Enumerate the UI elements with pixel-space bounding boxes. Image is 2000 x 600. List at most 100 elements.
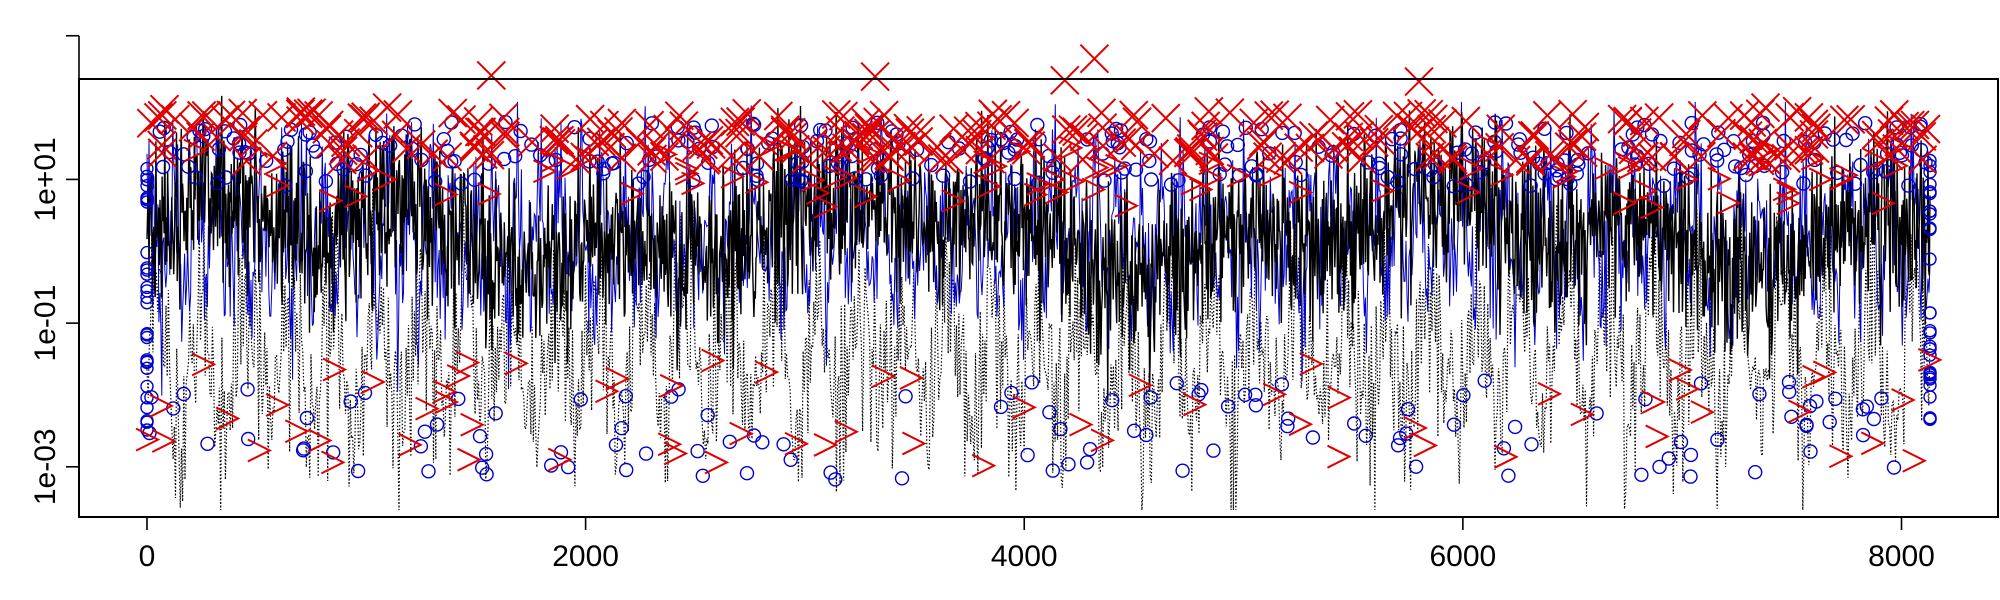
cross-marker <box>1637 142 1667 172</box>
cross-marker <box>811 135 841 165</box>
circle-marker <box>197 121 213 137</box>
half-cross-marker <box>813 194 839 219</box>
circle-marker <box>1371 156 1387 171</box>
half-cross-marker <box>1041 167 1067 192</box>
cross-marker <box>634 110 665 140</box>
half-cross-marker <box>1371 178 1396 203</box>
half-cross-marker <box>1537 381 1563 406</box>
circle-marker <box>1446 417 1462 432</box>
circle-marker <box>488 406 503 421</box>
cross-marker <box>1284 132 1314 163</box>
circle-marker <box>1524 437 1539 452</box>
circle-marker <box>596 166 611 181</box>
half-cross-marker <box>887 168 913 193</box>
circle-marker <box>1061 457 1076 472</box>
circle-marker <box>604 156 620 171</box>
cross-marker <box>1273 145 1303 176</box>
half-cross-marker <box>344 184 369 209</box>
cross-marker <box>228 98 258 128</box>
half-cross-marker <box>605 366 631 391</box>
half-cross-marker <box>1668 358 1694 382</box>
circle-marker <box>796 174 812 190</box>
circle-marker <box>140 173 154 187</box>
circle-marker <box>1346 416 1362 431</box>
cross-marker <box>1745 146 1775 176</box>
half-cross-marker <box>1862 147 1888 172</box>
circle-marker <box>1855 402 1871 417</box>
half-cross-marker <box>681 171 706 196</box>
half-cross-marker <box>1617 155 1643 180</box>
half-cross-marker <box>318 188 344 213</box>
cross-marker <box>1789 136 1819 167</box>
cross-marker <box>763 101 794 131</box>
cross-marker <box>381 120 411 150</box>
cross-marker <box>1298 120 1329 151</box>
circle-marker <box>1053 421 1068 437</box>
half-cross-marker <box>1755 137 1781 161</box>
half-cross-marker <box>1776 191 1801 216</box>
half-cross-marker <box>284 419 310 444</box>
circle-marker <box>1809 394 1824 409</box>
circle-marker <box>1683 469 1698 484</box>
circle-marker <box>1456 388 1471 403</box>
half-cross-marker <box>1477 134 1502 159</box>
half-cross-marker <box>307 428 333 453</box>
circle-marker <box>1923 348 1937 362</box>
cross-marker <box>147 138 178 168</box>
circle-marker <box>1459 177 1474 193</box>
cross-marker <box>517 127 547 157</box>
half-cross-marker <box>265 173 291 198</box>
circle-marker <box>140 245 154 260</box>
x-tick-label: 4000 <box>991 540 1058 573</box>
cross-marker <box>1613 106 1643 136</box>
circle-marker <box>845 120 860 136</box>
half-cross-marker <box>1639 195 1665 220</box>
circle-marker <box>1206 443 1221 458</box>
circle-marker <box>1042 405 1057 420</box>
half-cross-marker <box>1552 164 1578 189</box>
cross-marker <box>1520 120 1550 151</box>
circle-marker <box>1641 156 1657 172</box>
half-cross-marker <box>1613 150 1639 175</box>
half-cross-marker <box>434 182 459 207</box>
cross-marker-peak <box>372 92 402 123</box>
circle-marker <box>140 195 154 209</box>
cross-marker <box>191 100 222 131</box>
half-cross-marker <box>1716 190 1742 215</box>
cross-marker <box>893 113 923 143</box>
circle-marker <box>614 421 629 436</box>
cross-marker <box>1668 127 1699 157</box>
half-cross-marker <box>756 134 782 159</box>
half-cross-marker <box>1690 400 1716 425</box>
circle-marker <box>240 382 255 397</box>
x-tick-label: 6000 <box>1429 540 1496 573</box>
circle-marker <box>1656 178 1672 194</box>
cross-marker <box>1686 141 1717 171</box>
half-cross-marker <box>1114 193 1140 218</box>
half-cross-marker <box>1262 382 1288 407</box>
x-tick-label: 0 <box>139 540 156 573</box>
half-cross-marker <box>971 453 997 478</box>
circle-marker <box>608 437 624 453</box>
y-tick-label: 1e-03 <box>29 428 62 505</box>
cross-marker-peak <box>1404 66 1434 97</box>
cross-marker <box>991 100 1021 130</box>
circle-marker <box>1464 146 1479 161</box>
cross-marker <box>432 142 463 172</box>
half-cross-marker <box>653 142 679 167</box>
cross-marker <box>1199 142 1229 173</box>
circle-marker <box>1004 385 1019 401</box>
circle-marker <box>993 399 1009 415</box>
cross-marker <box>327 145 357 175</box>
circle-marker <box>1781 374 1797 390</box>
cross-marker <box>475 140 505 170</box>
cross-marker <box>1334 122 1364 152</box>
circle-marker <box>298 163 314 179</box>
half-cross-marker <box>373 167 398 192</box>
cross-marker <box>202 122 232 152</box>
half-cross-marker <box>784 431 810 456</box>
circle-marker <box>1230 137 1246 153</box>
circle-marker <box>200 436 215 451</box>
circle-marker <box>1248 398 1264 413</box>
circle-marker <box>217 124 233 139</box>
